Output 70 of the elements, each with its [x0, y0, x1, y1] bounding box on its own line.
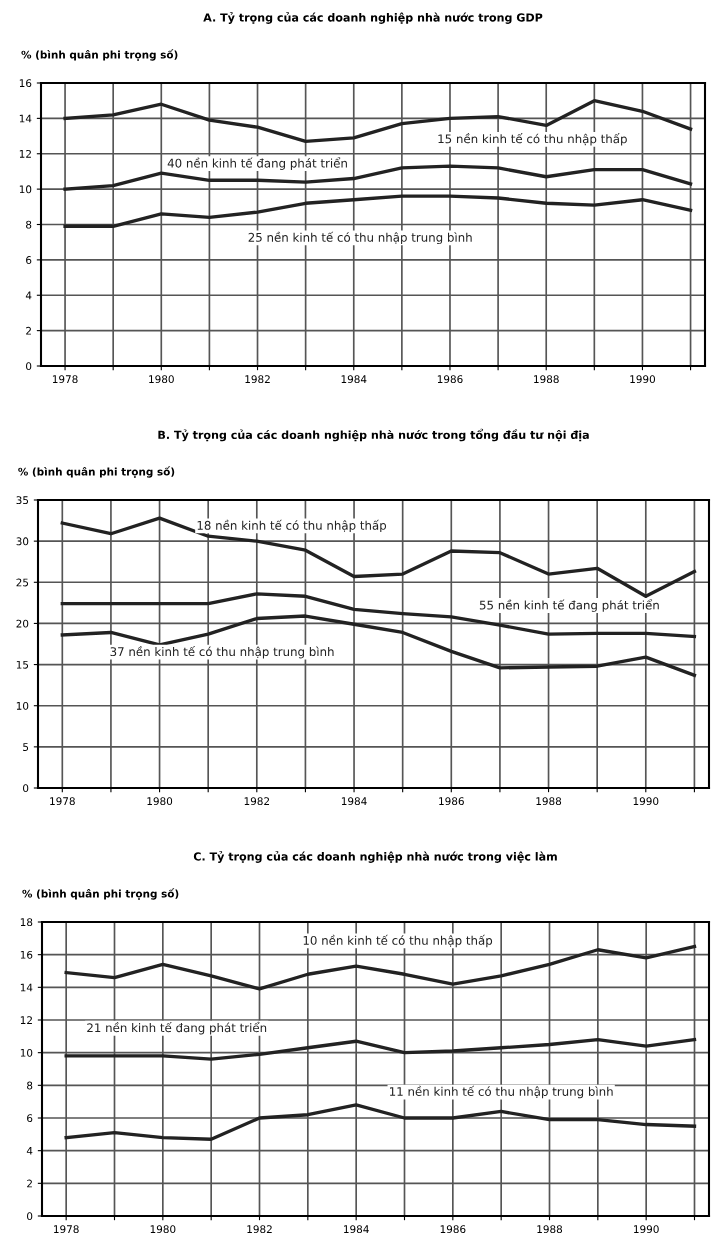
y-tick-label: 2: [27, 1179, 32, 1188]
y-tick-label: 6: [26, 256, 32, 264]
y-tick-label: 8: [26, 220, 32, 229]
x-tick-label: 1982: [244, 797, 270, 806]
y-tick-label: 12: [20, 1016, 32, 1024]
x-tick-label: 1988: [536, 797, 562, 806]
series-label: 40 nền kinh tế đang phát triển: [167, 157, 347, 170]
chart-title: C. Tỷ trọng của các doanh nghiệp nhà nước trong việc làm: [193, 851, 557, 863]
line-series: [63, 194, 693, 228]
y-axis-title: % (bình quân phi trọng số): [22, 888, 179, 900]
y-tick-label: 10: [19, 185, 32, 194]
y-tick-label: 10: [16, 701, 29, 710]
y-tick-label: 2: [26, 326, 31, 335]
x-tick-label: 1984: [341, 375, 367, 384]
x-tick-label: 1988: [537, 1225, 563, 1234]
x-tick-label: 1980: [147, 797, 173, 806]
y-tick-label: 8: [27, 1081, 33, 1090]
chart-title: A. Tỷ trọng của các doanh nghiệp nhà nước trong GDP: [203, 12, 543, 24]
y-tick-label: 14: [19, 114, 32, 123]
line-series: [63, 99, 693, 144]
text: 10 nền kinh tế có thu nhập thấp: [303, 934, 493, 948]
series-label: 55 nền kinh tế đang phát triển: [479, 599, 659, 612]
y-tick-label: 0: [27, 1212, 33, 1221]
y-tick-label: 16: [20, 950, 33, 959]
line-series: [60, 592, 697, 639]
line-series: [64, 1037, 697, 1061]
y-tick-label: 4: [26, 1147, 33, 1155]
x-tick-label: 1984: [344, 1225, 369, 1234]
x-tick-label: 1986: [439, 797, 464, 806]
y-axis-title: % (bình quân phi trọng số): [21, 49, 178, 61]
x-tick-label: 1986: [437, 375, 463, 384]
chart-title: B. Tỷ trọng của các doanh nghiệp nhà nước trong tổng đầu tư nội địa: [158, 428, 589, 442]
series-label: 11 nền kinh tế có thu nhập trung bình: [390, 1085, 613, 1099]
x-tick-label: 1978: [52, 375, 78, 384]
series-label: 15 nền kinh tế có thu nhập thấp: [438, 133, 627, 146]
x-tick-label: 1982: [245, 375, 270, 384]
y-tick-label: 15: [16, 660, 29, 669]
x-tick-label: 1988: [534, 375, 559, 384]
line-series: [64, 1103, 697, 1141]
y-tick-label: 0: [26, 362, 32, 371]
line-series: [60, 614, 697, 677]
y-tick-label: 14: [20, 983, 33, 992]
series-label: 21 nền kinh tế đang phát triển: [87, 1021, 267, 1035]
x-tick-label: 1990: [630, 375, 656, 384]
y-axis-title: % (bình quân phi trọng số): [18, 466, 175, 478]
y-tick-label: 16: [19, 79, 32, 88]
y-tick-label: 25: [16, 578, 29, 587]
y-tick-label: 35: [16, 496, 29, 505]
y-tick-label: 6: [27, 1114, 33, 1123]
x-tick-label: 1978: [50, 797, 75, 806]
x-tick-label: 1986: [440, 1225, 466, 1234]
x-tick-label: 1990: [634, 1225, 659, 1234]
y-tick-label: 10: [20, 1048, 33, 1057]
y-tick-label: 0: [23, 784, 29, 793]
series-label: 37 nền kinh tế có thu nhập trung bình: [110, 645, 334, 659]
x-tick-label: 1990: [633, 797, 659, 806]
x-tick-label: 1980: [149, 375, 174, 384]
y-tick-label: 30: [16, 537, 29, 546]
y-tick-label: 4: [25, 291, 32, 300]
x-tick-label: 1984: [341, 797, 367, 806]
y-tick-label: 18: [20, 918, 33, 927]
series-label: 18 nền kinh tế có thu nhập thấp: [197, 519, 387, 533]
y-tick-label: 20: [16, 619, 29, 628]
x-tick-label: 1980: [150, 1225, 176, 1234]
y-tick-label: 12: [19, 149, 31, 158]
line-series: [60, 516, 697, 598]
y-tick-label: 5: [23, 743, 29, 751]
series-label: 25 nền kinh tế có thu nhập trung bình: [248, 231, 472, 245]
x-tick-label: 1978: [54, 1225, 79, 1234]
x-tick-label: 1982: [247, 1225, 272, 1234]
